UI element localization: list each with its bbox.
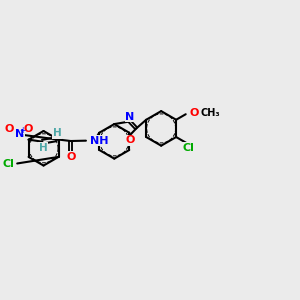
Text: O: O bbox=[125, 135, 135, 145]
Text: O: O bbox=[190, 108, 199, 118]
Text: +: + bbox=[19, 127, 25, 136]
Text: N: N bbox=[15, 129, 24, 140]
Text: H: H bbox=[39, 142, 47, 153]
Text: Cl: Cl bbox=[3, 159, 14, 169]
Text: Cl: Cl bbox=[182, 143, 194, 153]
Text: CH₃: CH₃ bbox=[200, 108, 220, 118]
Text: O: O bbox=[5, 124, 14, 134]
Text: N: N bbox=[125, 112, 135, 122]
Text: NH: NH bbox=[90, 136, 109, 146]
Text: H: H bbox=[52, 128, 61, 138]
Text: O: O bbox=[66, 152, 75, 162]
Text: O: O bbox=[24, 124, 33, 134]
